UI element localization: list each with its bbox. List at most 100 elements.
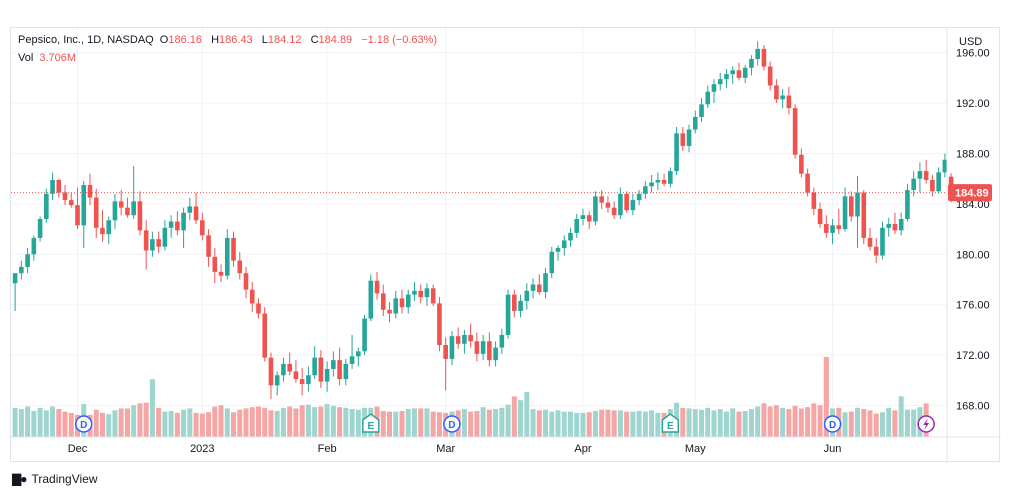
volume-bar (586, 412, 592, 437)
candle-body (512, 294, 517, 311)
candle-body (393, 298, 399, 314)
volume-label[interactable]: Vol (18, 52, 34, 64)
currency-label: USD (959, 36, 982, 48)
candle (605, 196, 611, 213)
volume-bar (730, 408, 736, 437)
last-price-badge: 184.89 (948, 184, 992, 202)
candle (717, 72, 723, 91)
candle-body (830, 225, 835, 233)
time-axis[interactable]: Dec 2023 Feb Mar Apr May Jun (68, 443, 842, 455)
candle (780, 89, 785, 109)
chart-panel[interactable]: USD 196.00 192.00 188.00 184.00 180.00 176.00… (10, 27, 1001, 463)
candle-body (574, 219, 580, 233)
candle-body (193, 206, 199, 221)
volume-bar (736, 411, 742, 437)
candle-body (118, 201, 124, 208)
candle (343, 358, 349, 386)
candle-body (499, 334, 505, 348)
candle (274, 371, 280, 396)
candle-body (561, 240, 567, 248)
candle-body (287, 363, 292, 372)
candle-body (312, 357, 317, 376)
volume-bar (786, 409, 792, 437)
candle-body (75, 205, 80, 226)
volume-bar (62, 411, 68, 437)
candle (418, 284, 424, 304)
volume-bar (911, 409, 917, 437)
candle (842, 187, 848, 232)
volume-bar (174, 412, 180, 437)
candle (811, 187, 817, 216)
candle-body (68, 200, 74, 206)
volume-bar (811, 403, 817, 437)
volume-bar (330, 405, 336, 437)
candle (324, 361, 330, 392)
candle (237, 251, 243, 280)
volume-bar (561, 411, 567, 437)
volume-bar (418, 408, 424, 437)
volume-bar (187, 408, 193, 437)
candle (749, 55, 754, 76)
time-tick-label: Mar (436, 443, 455, 455)
candle-body (649, 182, 654, 187)
candle-body (206, 235, 211, 257)
candle (287, 352, 292, 376)
candle (886, 217, 892, 237)
earnings-shape (661, 413, 680, 433)
volume-bar (680, 407, 686, 437)
candle-body (699, 104, 704, 117)
candle-body (880, 227, 885, 256)
symbol-legend: Pepsico, Inc., 1D, NASDAQ O186.16 H186.4… (18, 34, 440, 46)
candle-body (705, 91, 711, 105)
volume-bar (511, 396, 517, 437)
volume-bar (168, 410, 174, 437)
candle-body (399, 298, 405, 308)
candle-body (131, 201, 136, 216)
candle (649, 174, 654, 193)
candle-body (93, 197, 99, 228)
candle (299, 367, 305, 396)
volume-legend: Vol 3.706M (18, 52, 79, 64)
volume-bar (805, 407, 811, 437)
candle (100, 210, 105, 242)
candlestick-chart[interactable]: USD 196.00 192.00 188.00 184.00 180.00 176.00… (11, 28, 1001, 463)
volume-bar (723, 411, 729, 437)
volume-bar (549, 411, 555, 437)
earnings-letter: E (667, 421, 674, 432)
candle (668, 167, 673, 188)
candle (224, 229, 230, 280)
volume-bar (518, 400, 524, 437)
candle (200, 212, 205, 241)
price-axis[interactable]: 196.00 192.00 188.00 184.00 180.00 176.00 172.… (956, 48, 990, 413)
candle-body (618, 193, 623, 216)
candle (680, 127, 686, 151)
tradingview-brand[interactable]: ▇● TradingView (12, 472, 98, 486)
candle-body (892, 224, 898, 231)
candle-body (799, 154, 804, 174)
volume-bar (268, 410, 274, 437)
candle-body (150, 239, 155, 251)
candle (399, 289, 405, 314)
candle-body (455, 336, 461, 344)
candle (817, 202, 823, 228)
candle (630, 193, 636, 216)
candle-body (586, 215, 592, 222)
volume-bar (43, 410, 49, 437)
candle-body (599, 196, 604, 203)
candle-body (256, 303, 261, 314)
volume-bar (218, 405, 224, 437)
symbol-title[interactable]: Pepsico, Inc., 1D, NASDAQ (18, 34, 154, 46)
volume-bar (305, 404, 311, 437)
candle-body (855, 192, 860, 217)
candle-body (12, 273, 18, 284)
candle-body (680, 133, 686, 146)
candle (855, 176, 860, 248)
candle-body (749, 58, 754, 68)
candle-body (218, 271, 224, 276)
candle (499, 328, 505, 354)
candle-body (106, 220, 112, 235)
volume-bar (898, 396, 904, 437)
volume-bar (118, 408, 124, 437)
candle (112, 193, 118, 230)
